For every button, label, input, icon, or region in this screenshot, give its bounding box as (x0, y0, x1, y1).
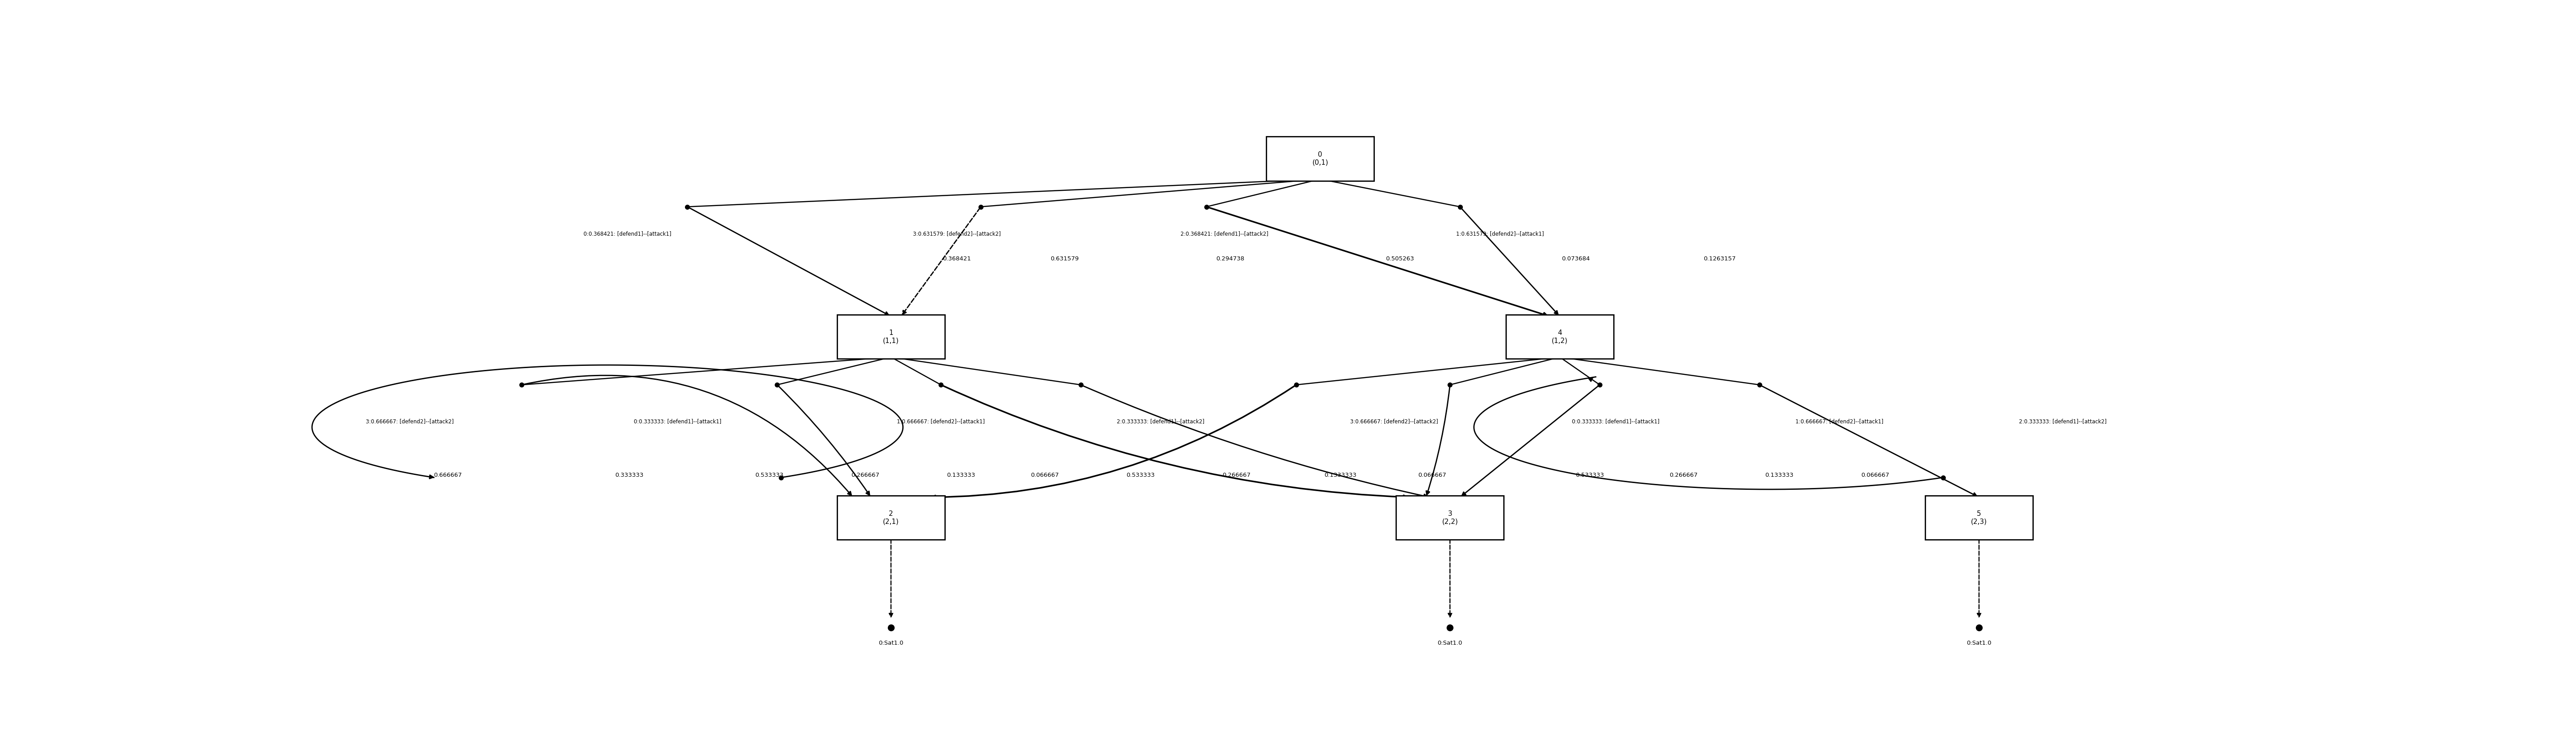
FancyArrowPatch shape (1450, 357, 1558, 385)
Text: 0.1263157: 0.1263157 (1703, 256, 1736, 262)
Text: 0.066667: 0.066667 (1860, 472, 1888, 478)
Text: 0.533333: 0.533333 (755, 472, 783, 478)
Text: 2:0.333333: [defend1]--[attack2]: 2:0.333333: [defend1]--[attack2] (2020, 418, 2107, 424)
Text: 0.533333: 0.533333 (1126, 472, 1154, 478)
FancyBboxPatch shape (837, 315, 945, 359)
FancyArrowPatch shape (943, 385, 1406, 499)
Text: 0.1333333: 0.1333333 (1324, 472, 1358, 478)
Text: 0.266667: 0.266667 (1669, 472, 1698, 478)
FancyArrowPatch shape (1561, 357, 1600, 384)
FancyArrowPatch shape (891, 357, 940, 384)
FancyArrowPatch shape (1448, 539, 1453, 617)
FancyArrowPatch shape (1561, 357, 1759, 385)
Text: 2:0.368421: [defend1]--[attack2]: 2:0.368421: [defend1]--[attack2] (1180, 231, 1267, 237)
FancyArrowPatch shape (523, 375, 850, 495)
FancyArrowPatch shape (1978, 539, 1981, 617)
FancyArrowPatch shape (1427, 386, 1450, 495)
Text: 2
(2,1): 2 (2,1) (884, 510, 899, 525)
Text: 0.333333: 0.333333 (616, 472, 644, 478)
Text: 4
(1,2): 4 (1,2) (1551, 330, 1569, 344)
FancyArrowPatch shape (1298, 357, 1558, 385)
Text: 3:0.666667: [defend2]--[attack2]: 3:0.666667: [defend2]--[attack2] (1350, 418, 1437, 424)
Text: 0.368421: 0.368421 (943, 256, 971, 262)
Text: 0:Sat1.0: 0:Sat1.0 (878, 640, 904, 646)
FancyArrowPatch shape (1208, 207, 1548, 316)
Text: 0.294738: 0.294738 (1216, 256, 1244, 262)
FancyArrowPatch shape (891, 357, 1079, 385)
Text: 3:0.666667: [defend2]--[attack2]: 3:0.666667: [defend2]--[attack2] (366, 418, 453, 424)
FancyArrowPatch shape (889, 539, 894, 617)
FancyBboxPatch shape (1396, 495, 1504, 539)
Text: 0.533333: 0.533333 (1577, 472, 1605, 478)
Text: 0.266667: 0.266667 (850, 472, 878, 478)
FancyArrowPatch shape (1461, 208, 1558, 314)
FancyBboxPatch shape (1507, 315, 1613, 359)
FancyArrowPatch shape (1463, 385, 1600, 495)
FancyArrowPatch shape (1208, 179, 1319, 206)
Text: 3
(2,2): 3 (2,2) (1443, 510, 1458, 525)
FancyArrowPatch shape (688, 179, 1319, 207)
FancyArrowPatch shape (778, 357, 889, 385)
Text: 0.631579: 0.631579 (1051, 256, 1079, 262)
Text: 1:0.666667: [defend2]--[attack1]: 1:0.666667: [defend2]--[attack1] (896, 418, 984, 424)
Text: 0.505263: 0.505263 (1386, 256, 1414, 262)
Text: 1
(1,1): 1 (1,1) (884, 330, 899, 344)
FancyArrowPatch shape (981, 179, 1319, 207)
FancyArrowPatch shape (1082, 385, 1427, 498)
FancyBboxPatch shape (1924, 495, 2032, 539)
Text: 5
(2,3): 5 (2,3) (1971, 510, 1986, 525)
FancyArrowPatch shape (902, 208, 979, 314)
FancyBboxPatch shape (837, 495, 945, 539)
Text: 0:0.368421: [defend1]--[attack1]: 0:0.368421: [defend1]--[attack1] (585, 231, 672, 237)
Text: 0.133333: 0.133333 (945, 472, 976, 478)
FancyArrowPatch shape (778, 385, 871, 495)
Text: 3:0.631579: [defend2]--[attack2]: 3:0.631579: [defend2]--[attack2] (912, 231, 999, 237)
Text: 0:0.333333: [defend1]--[attack1]: 0:0.333333: [defend1]--[attack1] (634, 418, 721, 424)
FancyArrowPatch shape (688, 208, 889, 315)
Text: 0.073684: 0.073684 (1561, 256, 1589, 262)
FancyArrowPatch shape (1321, 179, 1458, 206)
Text: 0:0.333333: [defend1]--[attack1]: 0:0.333333: [defend1]--[attack1] (1571, 418, 1659, 424)
Text: 0:Sat1.0: 0:Sat1.0 (1437, 640, 1463, 646)
Text: 0
(0,1): 0 (0,1) (1311, 151, 1329, 166)
Text: 0.666667: 0.666667 (433, 472, 461, 478)
Text: 0.266667: 0.266667 (1221, 472, 1249, 478)
Text: 1:0.666667: [defend2]--[attack1]: 1:0.666667: [defend2]--[attack1] (1795, 418, 1883, 424)
FancyArrowPatch shape (523, 357, 889, 385)
Text: 2:0.333333: [defend1]--[attack2]: 2:0.333333: [defend1]--[attack2] (1115, 418, 1206, 424)
FancyArrowPatch shape (1759, 385, 1976, 496)
Text: 0.066667: 0.066667 (1030, 472, 1059, 478)
Text: 0.066667: 0.066667 (1417, 472, 1445, 478)
Text: 0:Sat1.0: 0:Sat1.0 (1965, 640, 1991, 646)
Text: 0.133333: 0.133333 (1765, 472, 1793, 478)
FancyBboxPatch shape (1267, 137, 1373, 181)
FancyArrowPatch shape (933, 385, 1296, 499)
Text: 1:0.631579: [defend2]--[attack1]: 1:0.631579: [defend2]--[attack1] (1455, 231, 1543, 237)
